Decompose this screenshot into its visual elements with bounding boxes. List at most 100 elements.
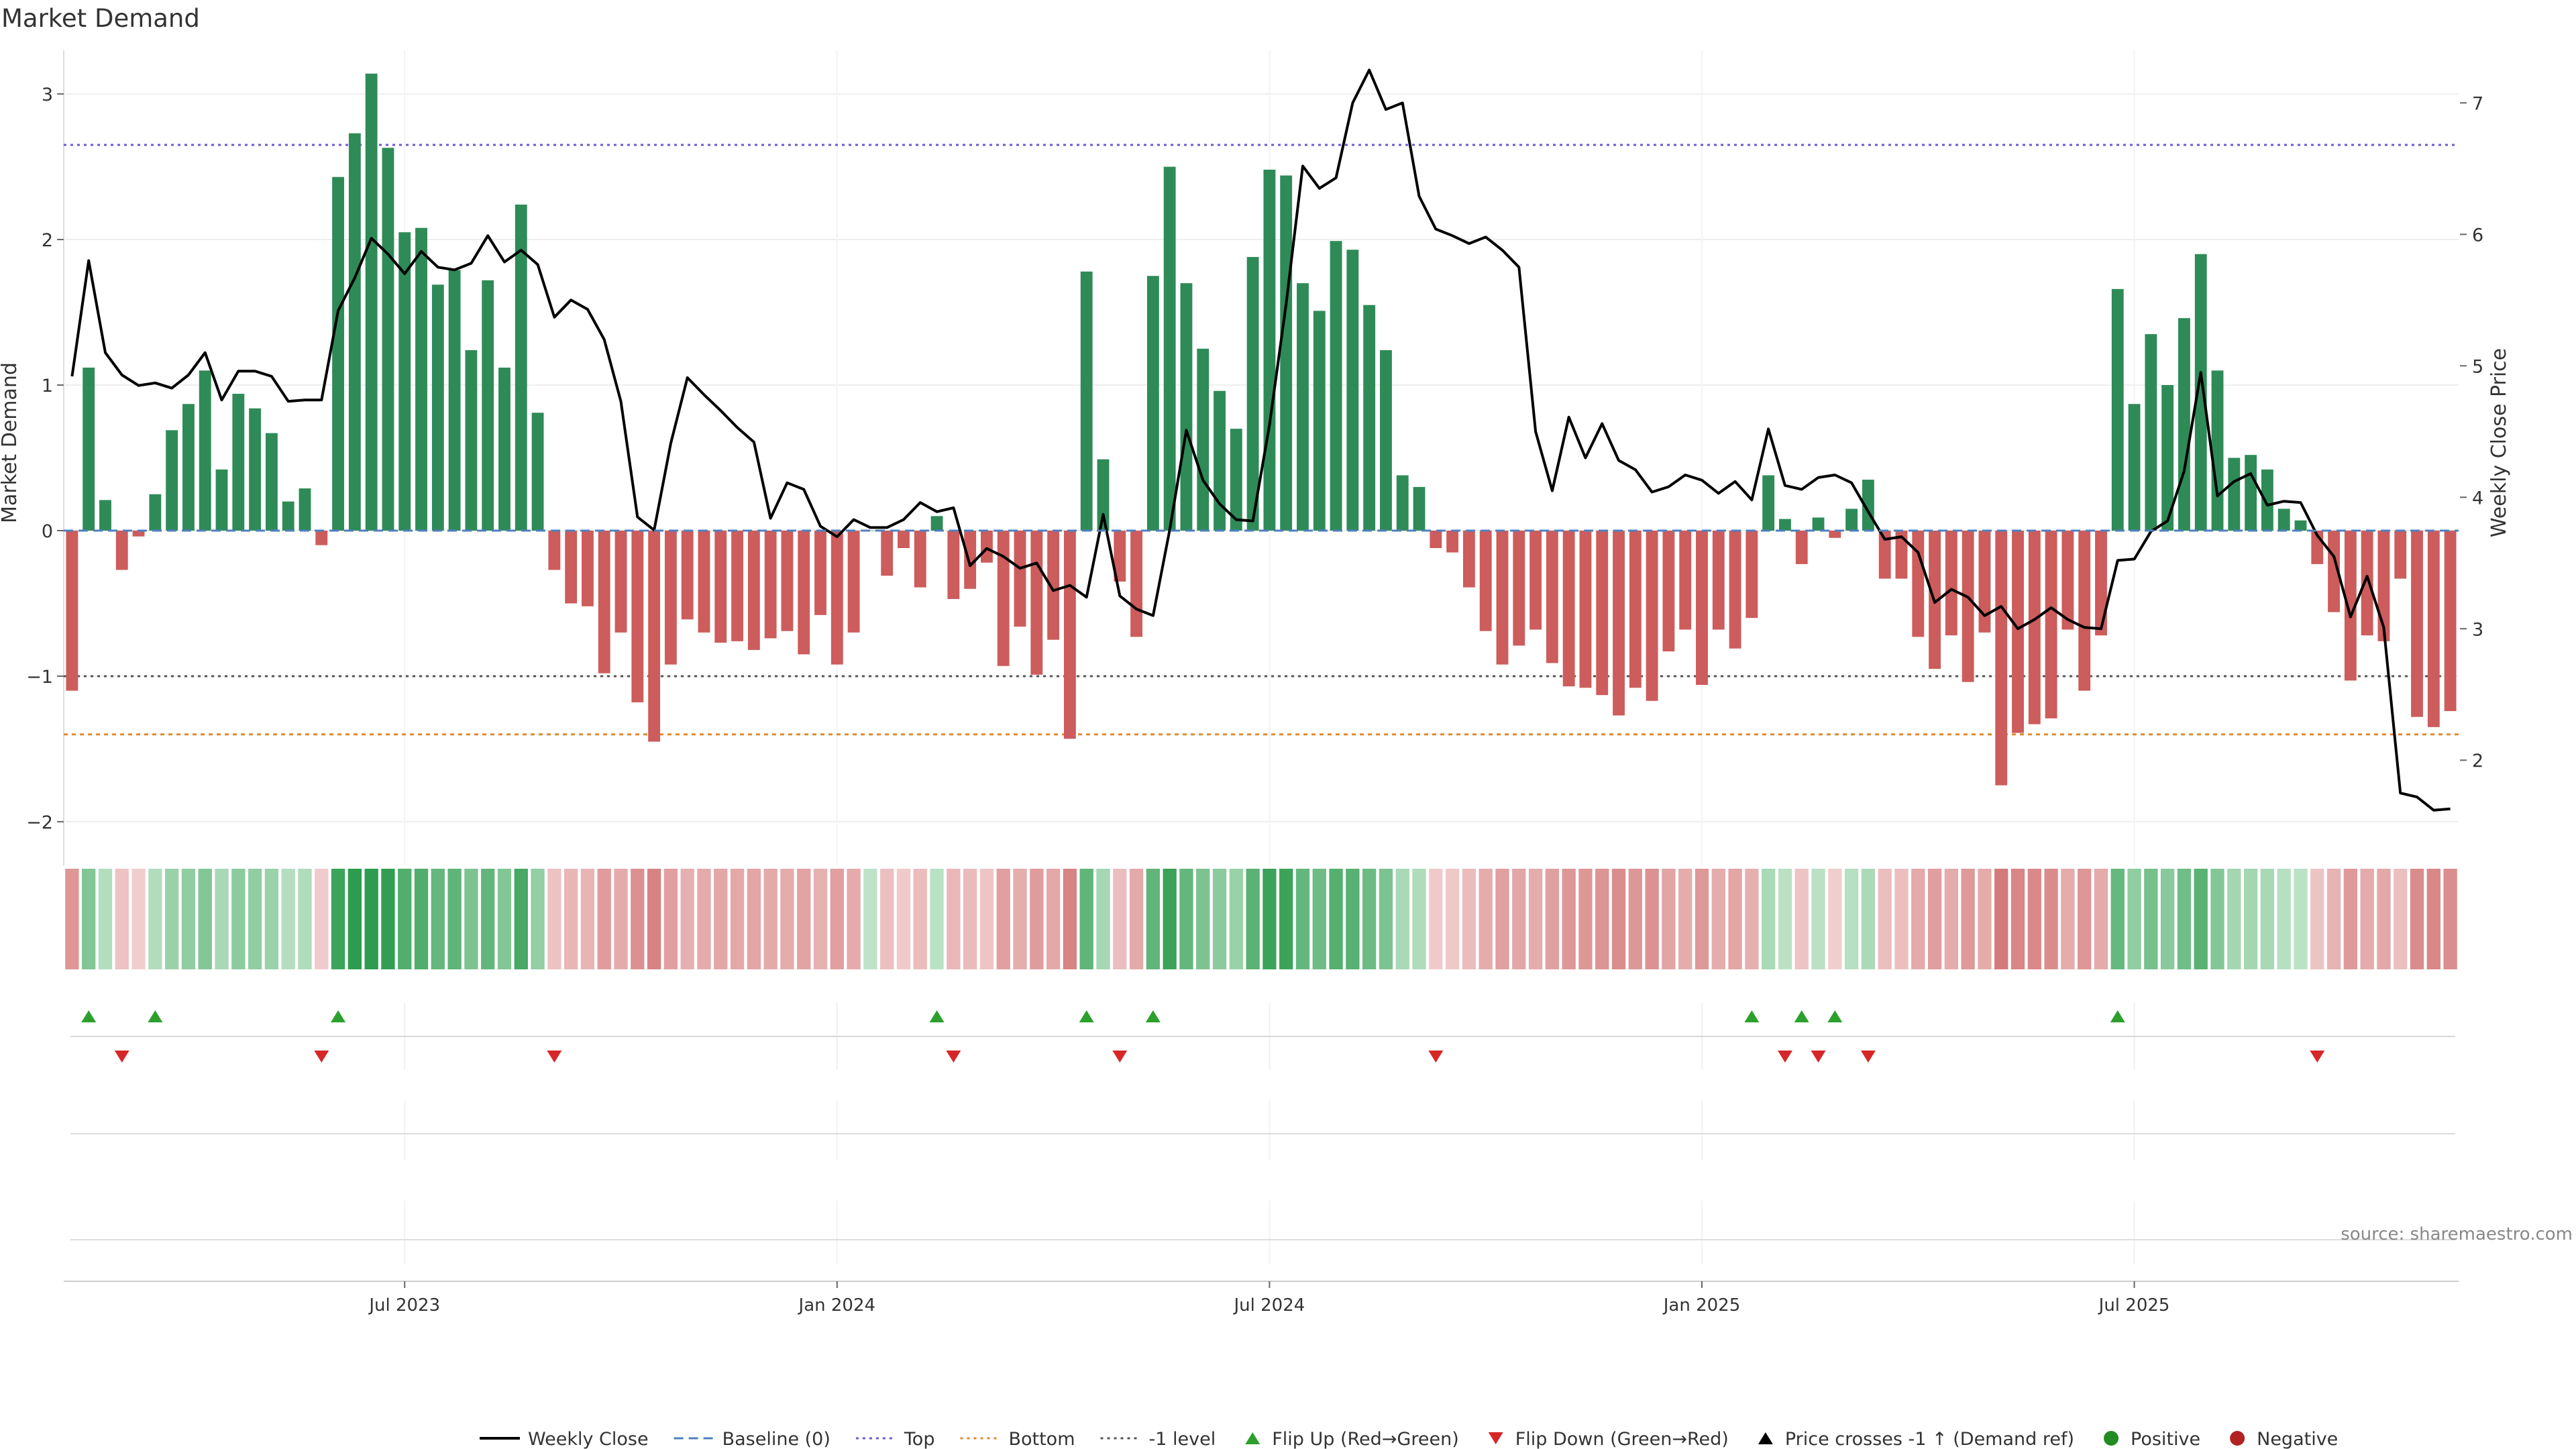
heat-cell: [148, 869, 162, 969]
heat-cell: [913, 869, 927, 969]
heat-cell: [597, 869, 611, 969]
legend-label: Negative: [2257, 1429, 2338, 1449]
demand-bar: [83, 367, 95, 531]
demand-bar: [914, 530, 926, 588]
demand-bar: [565, 530, 578, 604]
y-tick-label: 2: [42, 230, 53, 251]
demand-bar: [981, 530, 993, 563]
demand-bar: [1762, 475, 1775, 531]
demand-bar: [66, 530, 78, 691]
demand-bar: [1063, 530, 1076, 739]
heat-cell: [514, 869, 528, 969]
demand-bar: [1380, 350, 1392, 531]
demand-bar: [964, 530, 977, 589]
heat-cell: [1479, 869, 1493, 969]
demand-bar: [315, 530, 328, 545]
heat-cell: [464, 869, 478, 969]
demand-bar: [2361, 530, 2373, 636]
demand-bar: [2211, 370, 2224, 531]
heat-cell: [1412, 869, 1426, 969]
heat-cell: [2144, 869, 2158, 969]
demand-bar: [132, 530, 145, 537]
heat-cell: [697, 869, 711, 969]
demand-bar: [881, 530, 894, 576]
demand-bar: [115, 530, 128, 570]
demand-bar: [166, 430, 178, 531]
demand-bar: [2061, 530, 2074, 630]
heat-cell: [1562, 869, 1576, 969]
flip-down-marker: [2310, 1051, 2325, 1063]
heat-cell: [2177, 869, 2192, 969]
x-tick-label: Jul 2025: [2098, 1295, 2170, 1316]
heat-cell: [1096, 869, 1110, 969]
heat-cell: [663, 869, 678, 969]
demand-bar: [898, 530, 910, 549]
demand-bar: [1246, 257, 1259, 531]
demand-bar: [215, 469, 228, 531]
heat-cell: [447, 869, 462, 969]
demand-bar: [1746, 530, 1758, 619]
demand-bar: [548, 530, 561, 570]
demand-bar: [1546, 530, 1558, 663]
flip-up-marker: [1794, 1010, 1809, 1022]
demand-bar: [1330, 241, 1342, 531]
heat-cell: [1978, 869, 1992, 969]
heat-cell: [1346, 869, 1360, 969]
demand-bar: [1430, 530, 1442, 549]
flip-up-marker: [81, 1010, 97, 1022]
heat-cell: [2127, 869, 2141, 969]
heat-cell: [631, 869, 645, 969]
demand-bar: [1729, 530, 1741, 649]
demand-bar: [2294, 520, 2307, 531]
heat-cell: [414, 869, 429, 969]
heat-cell: [1745, 869, 1759, 969]
heat-cell: [1445, 869, 1460, 969]
demand-bar: [1114, 530, 1126, 582]
heat-cell: [1728, 869, 1742, 969]
heat-cell: [564, 869, 578, 969]
legend-swatch: [1758, 1432, 1773, 1444]
heat-cell: [1662, 869, 1676, 969]
heat-cell: [1828, 869, 1842, 969]
demand-bar: [798, 530, 810, 655]
demand-bar: [1263, 169, 1276, 531]
demand-bar: [781, 530, 794, 631]
heat-cell: [1030, 869, 1044, 969]
heat-cell: [797, 869, 811, 969]
demand-bar: [2078, 530, 2091, 691]
heat-cell: [2194, 869, 2208, 969]
heat-cell: [164, 869, 179, 969]
demand-bar: [199, 370, 211, 531]
heat-cell: [1994, 869, 2008, 969]
y-tick-label: −2: [26, 812, 53, 833]
flip-down-marker: [547, 1051, 562, 1063]
heat-cell: [863, 869, 877, 969]
demand-bar: [930, 516, 943, 531]
heat-cell: [115, 869, 129, 969]
demand-bar: [1280, 175, 1293, 531]
demand-bar: [1197, 348, 1210, 531]
demand-bar: [1047, 530, 1060, 640]
heat-cell: [1878, 869, 1892, 969]
heat-cell: [1528, 869, 1543, 969]
heat-cell: [830, 869, 844, 969]
heat-cell: [347, 869, 362, 969]
heat-cell: [2160, 869, 2175, 969]
heat-cell: [1678, 869, 1693, 969]
heat-cell: [1628, 869, 1642, 969]
heat-cell: [1578, 869, 1593, 969]
demand-bar: [1180, 283, 1193, 531]
demand-bar: [1912, 530, 1925, 637]
heat-cell: [264, 869, 279, 969]
legend-label: Baseline (0): [722, 1429, 830, 1449]
demand-bar: [2394, 530, 2407, 579]
demand-bar: [149, 494, 162, 531]
heat-cell: [1645, 869, 1659, 969]
demand-bar: [1513, 530, 1525, 646]
demand-bar: [648, 530, 661, 742]
demand-bar: [1579, 530, 1592, 688]
flip-down-marker: [1428, 1051, 1444, 1063]
flip-markers-panel: [70, 1003, 2455, 1070]
demand-bar: [1712, 530, 1725, 630]
flip-up-marker: [331, 1010, 346, 1022]
